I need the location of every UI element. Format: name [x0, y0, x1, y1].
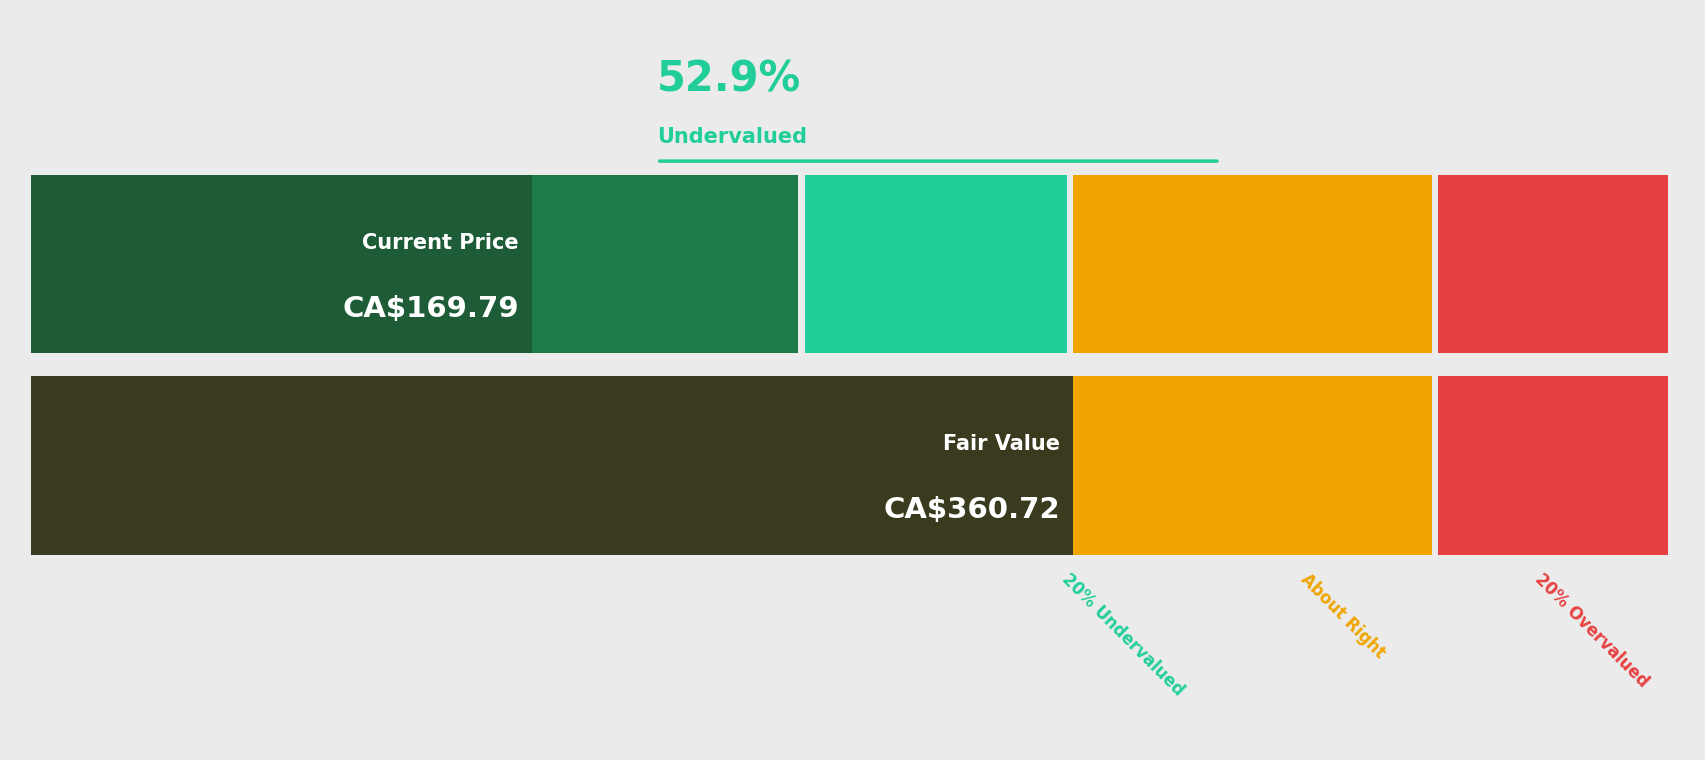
Text: 52.9%: 52.9% — [656, 59, 801, 101]
Bar — [31, 376, 1072, 555]
Bar — [805, 376, 1066, 555]
Bar — [1437, 376, 1667, 555]
Bar — [1072, 175, 1430, 353]
Bar — [31, 175, 532, 353]
Text: Current Price: Current Price — [361, 233, 518, 252]
Text: About Right: About Right — [1298, 570, 1388, 662]
Text: CA$360.72: CA$360.72 — [883, 496, 1059, 524]
Bar — [1072, 376, 1430, 555]
Bar — [31, 376, 798, 555]
Text: Fair Value: Fair Value — [943, 434, 1059, 454]
Bar — [31, 175, 798, 353]
Bar — [805, 175, 1066, 353]
Text: Undervalued: Undervalued — [656, 127, 806, 147]
Text: 20% Undervalued: 20% Undervalued — [1059, 570, 1187, 699]
Bar — [1437, 175, 1667, 353]
Text: 20% Overvalued: 20% Overvalued — [1531, 570, 1650, 691]
Text: CA$169.79: CA$169.79 — [341, 295, 518, 323]
